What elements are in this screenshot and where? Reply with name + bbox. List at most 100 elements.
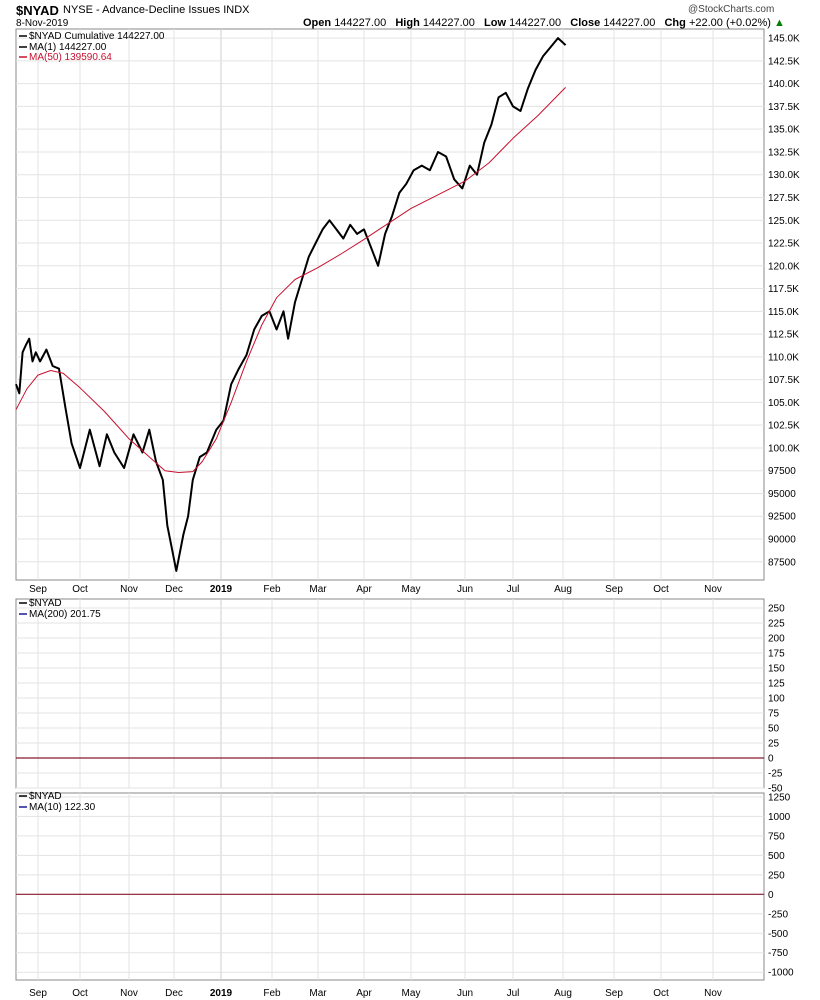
- x-tick-label: Nov: [704, 584, 722, 595]
- instrument-name: NYSE - Advance-Decline Issues INDX: [63, 4, 249, 16]
- y-tick-label: 125.0K: [768, 216, 800, 227]
- x-tick-label: Nov: [120, 584, 138, 595]
- legend-item: $NYAD Cumulative 144227.00: [29, 31, 165, 42]
- y-tick-label: 120.0K: [768, 261, 800, 272]
- y-tick-label: -750: [768, 948, 788, 959]
- x-tick-label: Dec: [165, 988, 183, 999]
- chg-up-icon: ▲: [773, 17, 785, 29]
- open-label: Open: [303, 17, 332, 29]
- y-tick-label: 125: [768, 679, 785, 690]
- x-tick-label: Nov: [704, 988, 722, 999]
- legend-item: MA(10) 122.30: [29, 802, 96, 813]
- y-tick-label: 107.5K: [768, 375, 800, 386]
- y-tick-label: 100.0K: [768, 443, 800, 454]
- ohlc-readout: Open 144227.00 High 144227.00 Low 144227…: [303, 17, 785, 29]
- y-tick-label: 750: [768, 831, 785, 842]
- symbol-label: $NYAD: [16, 3, 59, 18]
- legend-item: MA(1) 144227.00: [29, 42, 107, 53]
- y-tick-label: -500: [768, 929, 788, 940]
- close-value: 144227.00: [603, 17, 656, 29]
- y-tick-label: 140.0K: [768, 79, 800, 90]
- open-value: 144227.00: [334, 17, 387, 29]
- y-tick-label: 75: [768, 709, 780, 720]
- x-tick-label: Jul: [507, 584, 520, 595]
- y-tick-label: 25: [768, 739, 780, 750]
- x-tick-label: Sep: [605, 584, 623, 595]
- x-tick-label: May: [402, 584, 421, 595]
- y-tick-label: 132.5K: [768, 147, 800, 158]
- chart-date: 8-Nov-2019: [16, 18, 69, 29]
- y-tick-label: 122.5K: [768, 239, 800, 250]
- y-tick-label: 100: [768, 694, 785, 705]
- x-tick-label: Oct: [72, 988, 88, 999]
- x-tick-label: Apr: [356, 584, 372, 595]
- y-tick-label: 117.5K: [768, 284, 799, 295]
- y-tick-label: 127.5K: [768, 193, 800, 204]
- brand-logo: @StockCharts.com: [688, 4, 775, 15]
- y-tick-label: 135.0K: [768, 125, 800, 136]
- x-tick-label: Nov: [120, 988, 138, 999]
- y-tick-label: 200: [768, 634, 785, 645]
- y-tick-label: 130.0K: [768, 170, 800, 181]
- legend-item: $NYAD: [29, 791, 62, 802]
- y-tick-label: 102.5K: [768, 421, 800, 432]
- y-tick-label: 142.5K: [768, 56, 800, 67]
- y-tick-label: 90000: [768, 535, 796, 546]
- panel-frame: [15, 598, 765, 789]
- x-tick-label: Jul: [507, 988, 520, 999]
- x-tick-label: 2019: [210, 584, 233, 595]
- x-tick-label: Apr: [356, 988, 372, 999]
- y-tick-label: -50: [768, 784, 783, 795]
- x-tick-label: Sep: [605, 988, 623, 999]
- y-tick-label: 115.0K: [768, 307, 799, 318]
- y-tick-label: -1000: [768, 968, 794, 979]
- x-tick-label: Oct: [653, 584, 669, 595]
- x-tick-label: Sep: [29, 584, 47, 595]
- x-tick-label: Jun: [457, 988, 473, 999]
- y-tick-label: 87500: [768, 557, 796, 568]
- x-tick-label: May: [402, 988, 421, 999]
- high-label: High: [395, 17, 420, 29]
- panel-frame: [15, 792, 765, 981]
- y-tick-label: 150: [768, 664, 785, 675]
- series-line: [15, 87, 566, 473]
- high-value: 144227.00: [422, 17, 475, 29]
- y-tick-label: 250: [768, 604, 785, 615]
- x-tick-label: Feb: [263, 584, 281, 595]
- x-tick-label: Sep: [29, 988, 47, 999]
- y-tick-label: 95000: [768, 489, 796, 500]
- y-tick-label: -25: [768, 769, 783, 780]
- y-tick-label: 105.0K: [768, 398, 800, 409]
- x-tick-label: Oct: [72, 584, 88, 595]
- legend-item: MA(200) 201.75: [29, 609, 101, 620]
- y-tick-label: 1250: [768, 792, 791, 803]
- y-tick-label: 112.5K: [768, 330, 799, 341]
- x-tick-label: Aug: [554, 988, 572, 999]
- y-tick-label: 145.0K: [768, 34, 800, 45]
- x-tick-label: Jun: [457, 584, 473, 595]
- y-tick-label: 0: [768, 754, 774, 765]
- exchange-text: INDX: [223, 4, 250, 16]
- x-tick-label: Aug: [554, 584, 572, 595]
- close-label: Close: [570, 17, 601, 29]
- x-tick-label: Mar: [309, 584, 327, 595]
- y-tick-label: -250: [768, 909, 788, 920]
- y-tick-label: 110.0K: [768, 352, 799, 363]
- x-tick-label: Mar: [309, 988, 327, 999]
- panel-frame: [15, 28, 765, 581]
- chg-label: Chg: [664, 17, 686, 29]
- low-label: Low: [484, 17, 507, 29]
- legend-item: $NYAD: [29, 598, 62, 609]
- name-text: NYSE - Advance-Decline Issues: [63, 4, 221, 16]
- x-tick-label: 2019: [210, 988, 233, 999]
- chg-value: +22.00 (+0.02%): [688, 17, 771, 29]
- x-tick-label: Feb: [263, 988, 281, 999]
- x-tick-label: Oct: [653, 988, 669, 999]
- y-tick-label: 175: [768, 649, 785, 660]
- y-tick-label: 0: [768, 890, 774, 901]
- y-tick-label: 250: [768, 870, 785, 881]
- y-tick-label: 1000: [768, 812, 791, 823]
- y-tick-label: 50: [768, 724, 780, 735]
- low-value: 144227.00: [509, 17, 562, 29]
